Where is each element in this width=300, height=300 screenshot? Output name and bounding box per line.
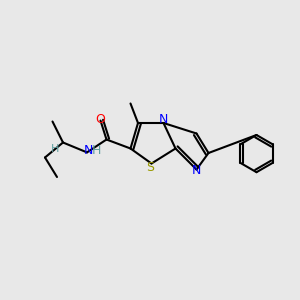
Text: O: O [96,112,105,126]
Text: N: N [84,143,93,157]
Text: N: N [192,164,201,178]
Text: N: N [159,113,168,126]
Text: S: S [146,160,154,174]
Text: H: H [92,143,101,157]
Text: H: H [50,143,59,154]
